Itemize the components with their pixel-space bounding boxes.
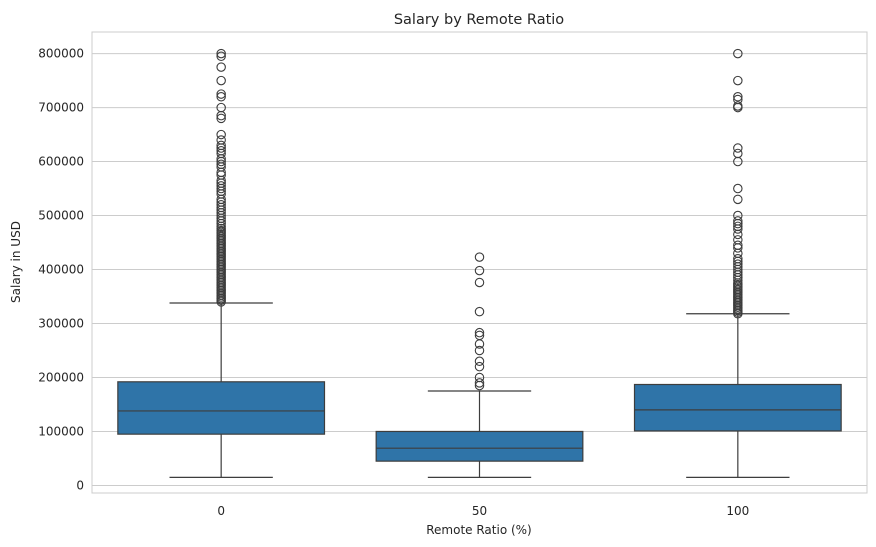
outlier-point [733, 210, 743, 221]
y-tick-label: 600000 [38, 155, 84, 169]
outlier-point [733, 253, 743, 264]
x-tick-label: 0 [217, 504, 225, 518]
outlier-point [474, 378, 485, 388]
outlier-point [733, 101, 743, 111]
outlier-point [474, 361, 485, 372]
iqr-box [117, 381, 326, 435]
outlier-point [216, 51, 226, 62]
y-tick-label: 200000 [38, 370, 84, 384]
outlier-point [733, 221, 743, 232]
box-group [375, 252, 584, 478]
outlier-point [733, 94, 743, 105]
outlier-point [733, 194, 743, 205]
y-tick-label: 500000 [38, 209, 84, 223]
outlier-point [216, 102, 226, 113]
boxes [117, 48, 842, 478]
y-tick-label: 100000 [38, 424, 84, 438]
y-tick-label: 400000 [38, 263, 84, 277]
outlier-point [216, 48, 226, 59]
outlier-point [216, 89, 226, 99]
outlier-point [474, 345, 485, 356]
outlier-point [733, 148, 743, 159]
outlier-point [733, 75, 743, 86]
outlier-point [474, 372, 485, 383]
outlier-point [216, 75, 226, 86]
box-group [633, 48, 842, 478]
outlier-point [474, 356, 485, 367]
outlier-point [216, 199, 226, 210]
outlier-point [474, 306, 485, 317]
y-tick-labels: 0 100000 200000 300000 400000 500000 600000 700… [38, 47, 84, 493]
outlier-point [216, 62, 226, 72]
outlier-point [216, 146, 226, 156]
outlier-point [216, 140, 226, 151]
outlier-point [733, 259, 743, 269]
outlier-point [733, 216, 743, 226]
outlier-point [216, 159, 226, 170]
outlier-point [733, 143, 743, 153]
outlier-point [474, 327, 485, 338]
y-tick-label: 300000 [38, 316, 84, 330]
iqr-box [375, 430, 584, 462]
y-tick-label: 0 [76, 478, 84, 492]
plot-frame [91, 31, 868, 494]
outlier-point [733, 183, 743, 194]
x-tick-label: 50 [472, 504, 487, 518]
x-tick-labels: 0 50 100 [217, 504, 749, 518]
y-tick-label: 800000 [38, 47, 84, 61]
outlier-point [733, 235, 743, 245]
outlier-point [474, 265, 485, 276]
box-group [117, 48, 326, 478]
outlier-point [733, 48, 743, 59]
outlier-point [216, 181, 226, 191]
chart-title: Salary by Remote Ratio [394, 12, 564, 28]
outlier-point [216, 92, 226, 102]
outlier-point [474, 277, 485, 288]
outlier-point [216, 129, 226, 140]
y-axis-label: Salary in USD [9, 221, 23, 303]
y-tick-label: 700000 [38, 101, 84, 115]
outlier-point [733, 240, 743, 250]
outlier-point [216, 135, 226, 145]
outlier-point [474, 252, 485, 262]
x-axis-label: Remote Ratio (%) [426, 523, 532, 537]
outlier-point [733, 92, 743, 102]
outlier-point [216, 113, 226, 124]
iqr-box [633, 383, 842, 432]
x-tick-label: 100 [726, 504, 749, 518]
outlier-point [474, 330, 485, 341]
